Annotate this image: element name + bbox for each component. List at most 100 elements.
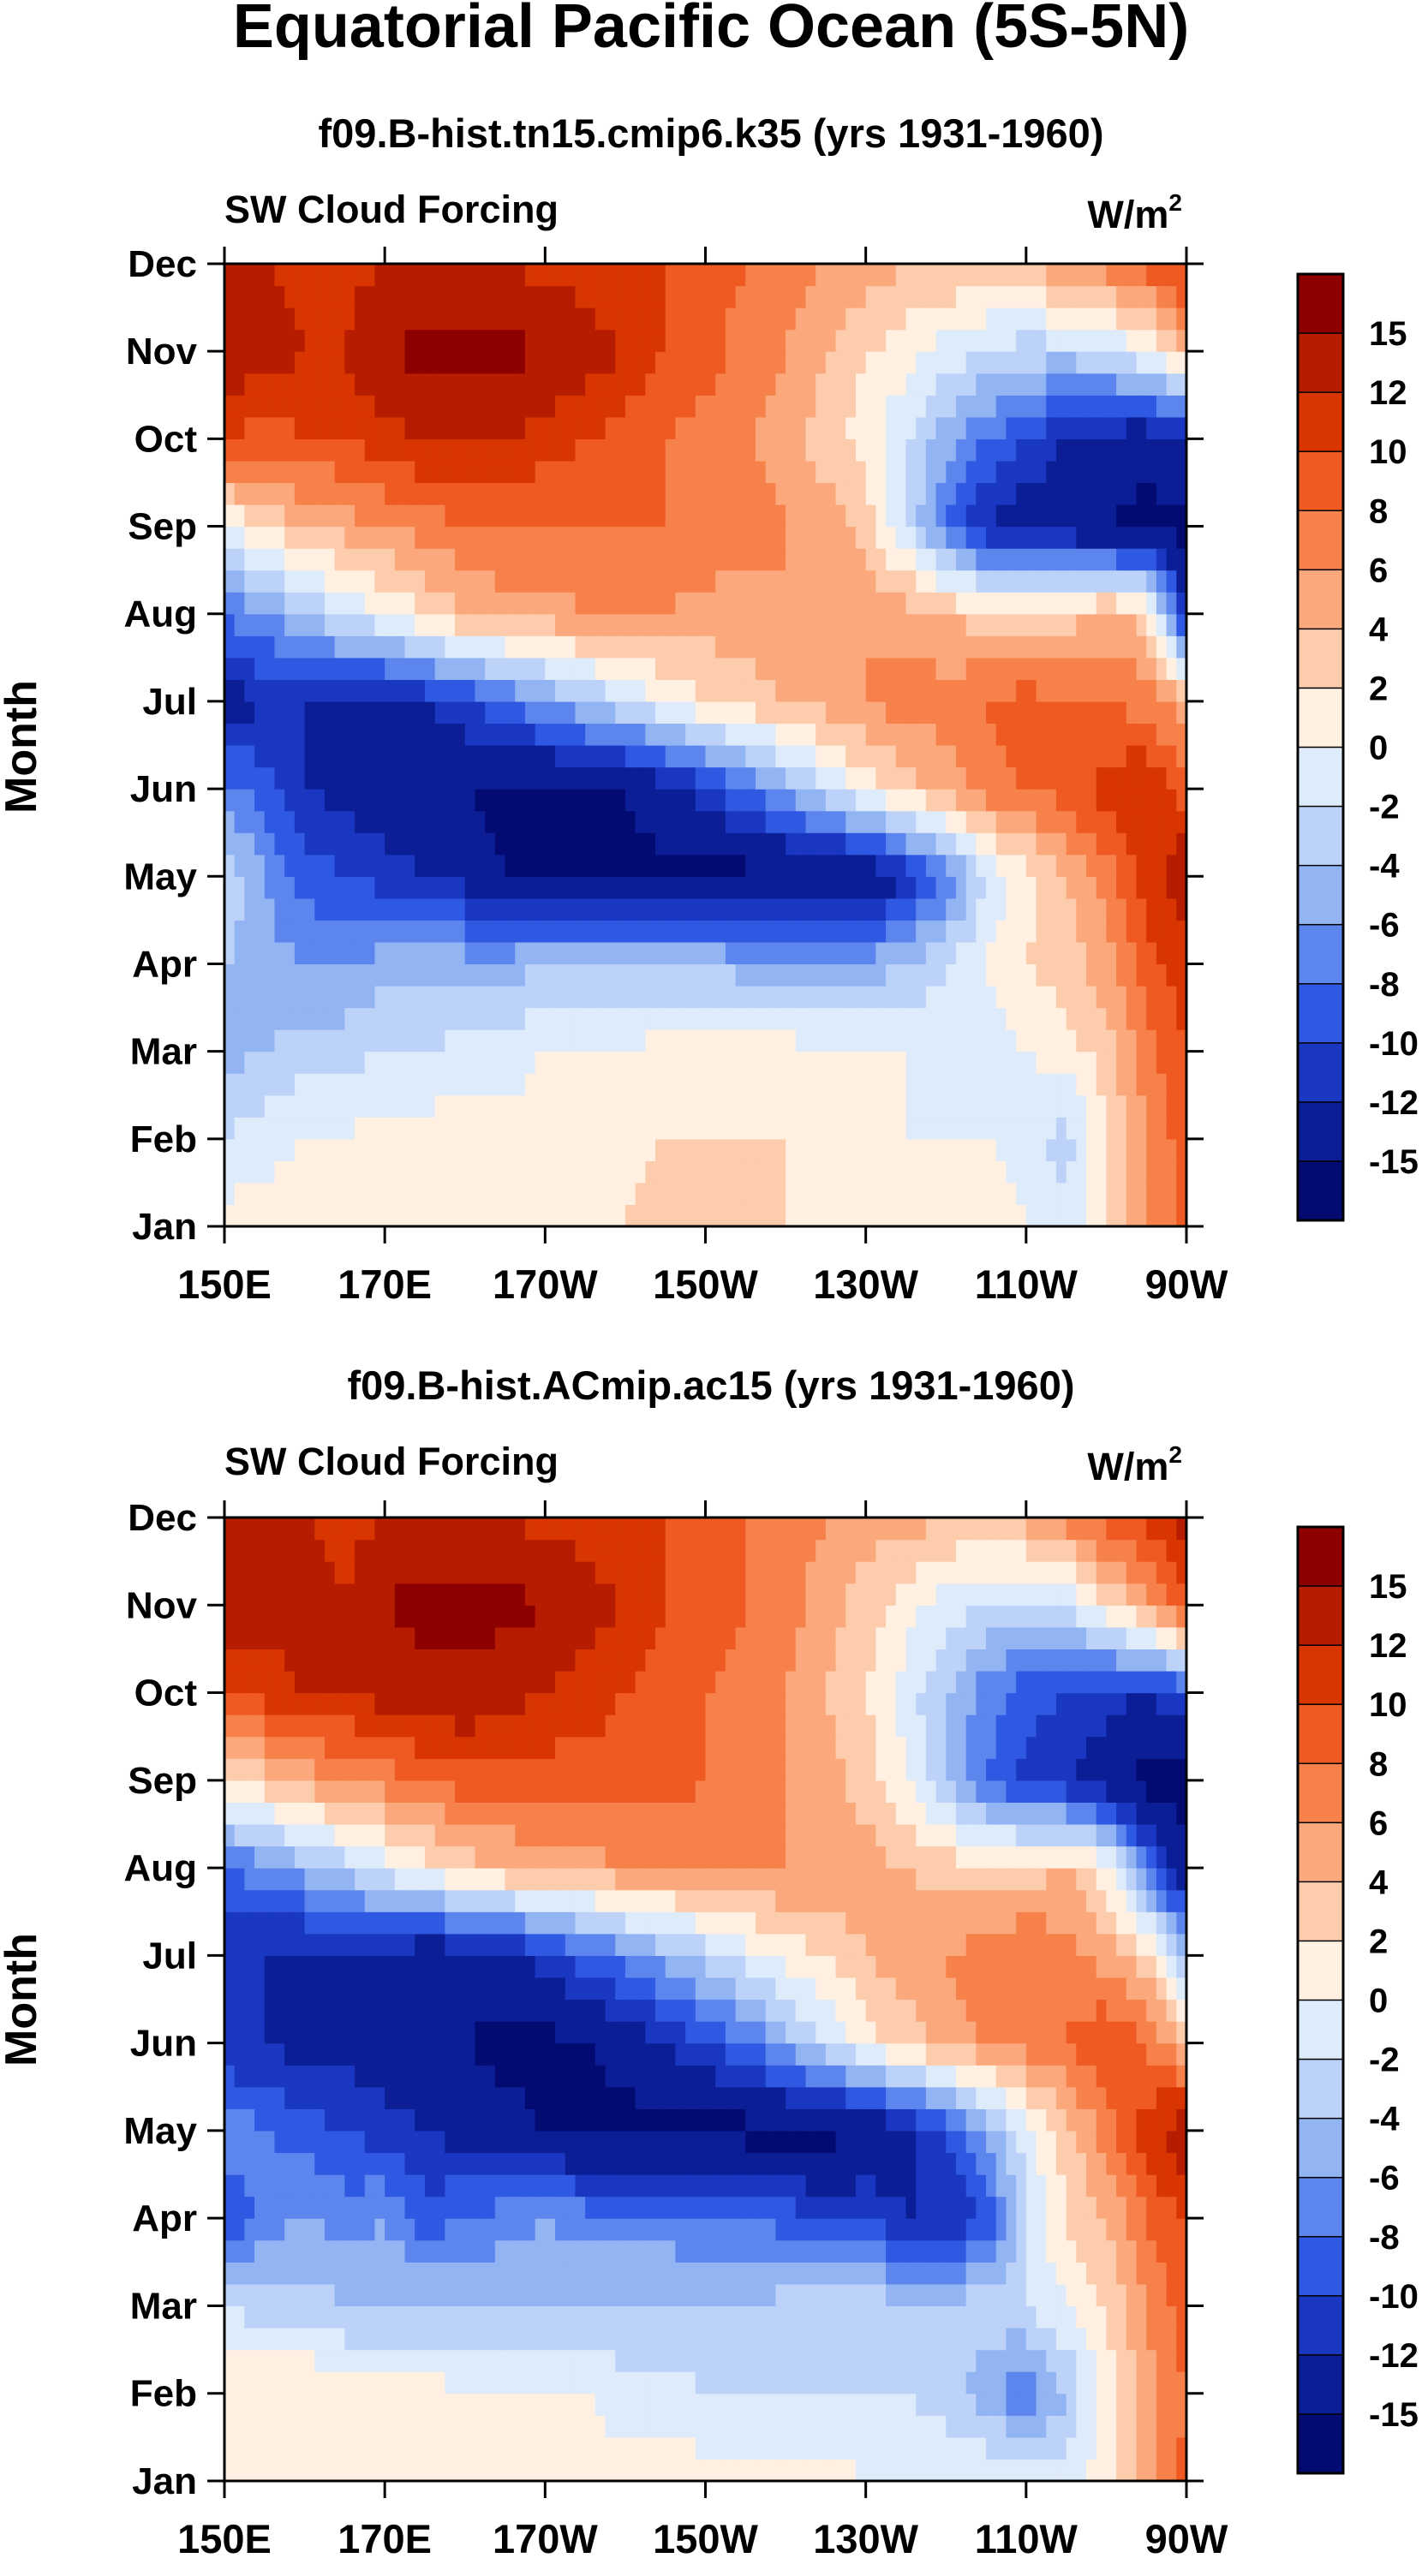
contour-cell [1146,701,1157,724]
contour-cell [1066,679,1077,702]
contour-cell [765,745,776,768]
contour-cell [775,264,786,287]
contour-cell [1086,657,1097,680]
contour-cell [535,569,546,593]
contour-cell [404,2415,415,2438]
contour-cell [565,723,577,746]
contour-cell [695,1138,707,1161]
contour-cell [324,482,336,505]
contour-cell [374,963,385,987]
contour-cell [294,1117,306,1140]
contour-cell [1176,482,1187,505]
contour-cell [675,1160,686,1184]
contour-cell [705,504,716,528]
contour-cell [665,745,677,768]
contour-cell [575,854,586,877]
contour-cell [665,766,677,790]
contour-cell [555,679,566,702]
contour-cell [795,395,807,418]
contour-cell [825,1007,837,1030]
contour-cell [394,2436,406,2460]
contour-cell [324,1138,336,1161]
contour-cell [1106,1182,1117,1206]
contour-cell [685,897,696,921]
contour-cell [464,635,476,659]
contour-cell [264,810,276,833]
contour-cell [905,2459,917,2482]
contour-cell [1076,329,1087,352]
contour-cell [274,1094,285,1118]
contour-cell [1096,832,1108,856]
contour-cell [705,832,716,856]
contour-cell [485,1029,496,1052]
contour-cell [635,373,646,396]
contour-cell [845,766,857,790]
contour-cell [1016,482,1027,505]
contour-cell [284,1007,296,1030]
contour-cell [455,2459,466,2482]
contour-cell [1116,1138,1127,1161]
contour-cell [986,548,997,571]
contour-cell [575,2436,586,2460]
contour-cell [615,592,626,615]
contour-cell [224,897,236,921]
contour-cell [485,1138,496,1161]
contour-cell [635,941,646,965]
contour-cell [635,635,646,659]
contour-cell [1156,504,1168,528]
contour-cell [424,1182,436,1206]
contour-cell [825,986,837,1009]
contour-cell [455,832,466,856]
contour-cell [1136,2436,1147,2460]
contour-cell [545,745,556,768]
contour-cell [505,1094,516,1118]
contour-cell [284,438,296,462]
contour-cell [364,657,376,680]
contour-cell [725,548,737,571]
contour-cell [1136,1094,1147,1118]
contour-cell [755,1138,767,1161]
contour-cell [965,351,977,374]
contour-cell [655,395,666,418]
contour-cell [424,373,436,396]
contour-cell [364,986,376,1009]
contour-cell [394,657,406,680]
contour-cell [685,635,696,659]
contour-cell [324,1051,336,1074]
contour-cell [1156,745,1168,768]
contour-cell [635,1073,646,1096]
contour-cell [575,285,586,308]
contour-cell [344,1117,356,1140]
contour-cell [274,460,285,484]
contour-cell [685,986,696,1009]
contour-cell [635,460,646,484]
contour-cell [1006,1007,1017,1030]
contour-cell [234,1051,245,1074]
contour-cell [314,920,326,943]
contour-cell [415,920,426,943]
contour-cell [424,2436,436,2460]
contour-cell [555,701,566,724]
contour-cell [1116,416,1127,439]
contour-cell [715,460,726,484]
contour-cell [786,329,797,352]
contour-cell [1096,986,1108,1009]
contour-cell [916,307,927,331]
contour-cell [735,2393,746,2416]
contour-cell [424,854,436,877]
contour-cell [805,1160,816,1184]
contour-cell [404,832,415,856]
contour-cell [895,2415,907,2438]
contour-cell [835,854,846,877]
contour-cell [415,897,426,921]
contour-cell [865,1138,876,1161]
contour-cell [304,701,315,724]
contour-cell [905,351,917,374]
contour-cell [1126,789,1138,812]
contour-cell [1046,285,1057,308]
contour-cell [955,832,967,856]
contour-cell [1036,1094,1047,1118]
contour-cell [825,1138,837,1161]
contour-cell [875,2371,887,2394]
contour-cell [615,1204,626,1227]
